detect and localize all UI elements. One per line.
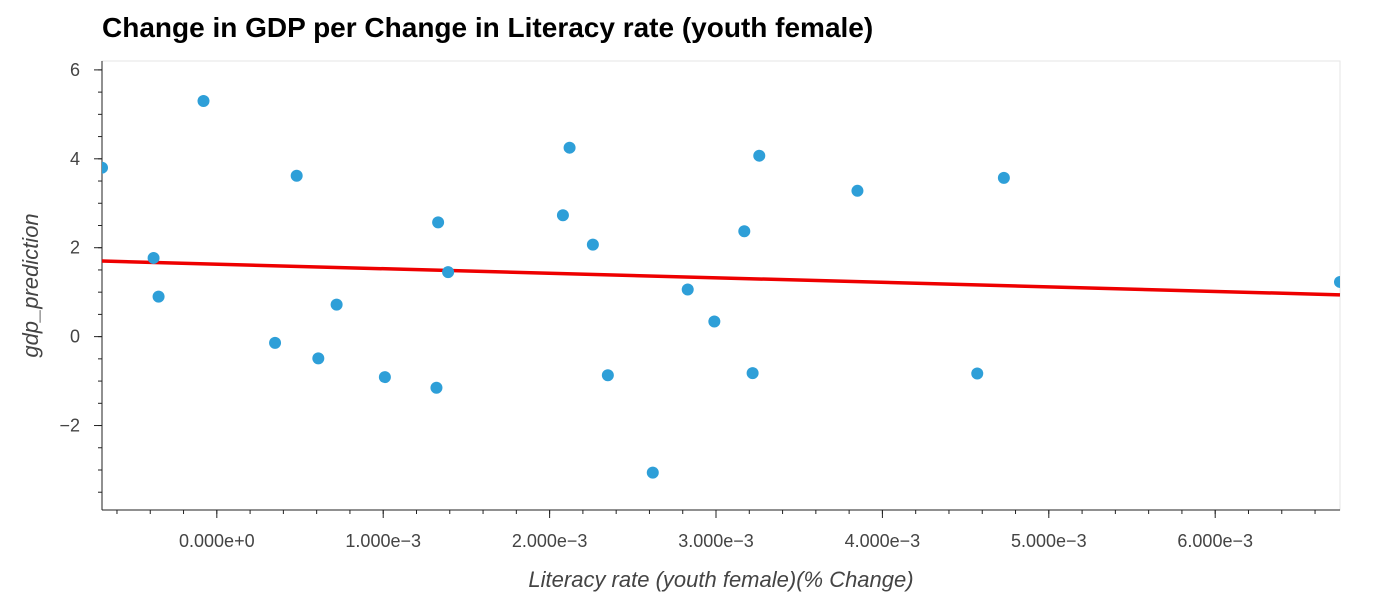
data-point	[152, 290, 165, 303]
data-point	[563, 141, 576, 154]
data-point	[601, 369, 614, 382]
y-tick-label: 6	[70, 60, 80, 80]
data-point	[290, 169, 303, 182]
plot-area-frame	[101, 60, 1341, 511]
data-point	[708, 315, 721, 328]
data-point	[646, 466, 659, 479]
data-point	[330, 298, 343, 311]
y-tick-label: 4	[70, 149, 80, 169]
x-axis: 0.000e+0 1.000e−3 2.000e−3 3.000e−3 4.000e−3…	[102, 509, 1340, 551]
x-tick-label: 4.000e−3	[845, 531, 921, 551]
data-point	[753, 149, 766, 162]
y-tick-label: 0	[70, 327, 80, 347]
data-point	[102, 161, 108, 174]
y-axis-title: gdp_prediction	[18, 213, 43, 357]
data-points	[102, 95, 1340, 479]
x-tick-label: 5.000e−3	[1011, 531, 1087, 551]
data-point	[442, 266, 455, 279]
data-point	[851, 184, 864, 197]
data-point	[197, 95, 210, 108]
data-point	[147, 251, 160, 264]
data-point	[997, 171, 1010, 184]
data-point	[432, 216, 445, 229]
x-tick-label: 1.000e−3	[345, 531, 421, 551]
y-tick-label: 2	[70, 238, 80, 258]
x-tick-label: 0.000e+0	[179, 531, 255, 551]
data-point	[312, 352, 325, 365]
data-point	[269, 336, 282, 349]
x-axis-title: Literacy rate (youth female)(% Change)	[528, 567, 913, 592]
chart-title: Change in GDP per Change in Literacy rat…	[102, 12, 874, 43]
y-axis: −2 0 2 4 6	[59, 60, 103, 510]
data-point	[738, 225, 751, 238]
x-tick-label: 2.000e−3	[512, 531, 588, 551]
data-point	[681, 283, 694, 296]
data-point	[746, 367, 759, 380]
data-point	[378, 371, 391, 384]
data-point	[586, 238, 599, 251]
x-tick-label: 3.000e−3	[678, 531, 754, 551]
data-point	[971, 367, 984, 380]
data-point	[430, 381, 443, 394]
trend-line	[101, 259, 1341, 297]
y-tick-label: −2	[59, 416, 80, 436]
x-tick-label: 6.000e−3	[1177, 531, 1253, 551]
data-point	[556, 209, 569, 222]
data-point	[1334, 275, 1340, 288]
trend-line-group	[101, 259, 1341, 297]
